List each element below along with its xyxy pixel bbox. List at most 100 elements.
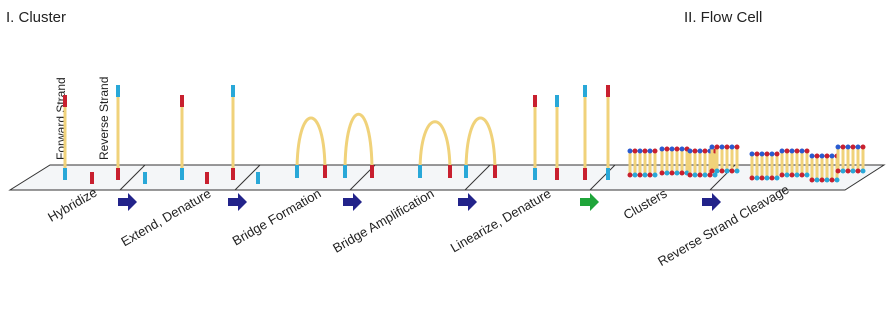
cluster-base [675, 171, 680, 176]
cluster-base [846, 169, 851, 174]
cluster-base [841, 169, 846, 174]
cluster-tip [735, 145, 740, 150]
cluster-tip [810, 154, 815, 159]
cluster-tip [628, 149, 633, 154]
cluster-base [830, 178, 835, 183]
cluster-base [680, 171, 685, 176]
cluster-tip [861, 145, 866, 150]
cluster-tip [730, 145, 735, 150]
cluster-base [800, 173, 805, 178]
diagram: I. Cluster II. Flow Cell Forward Strand … [0, 0, 886, 322]
step-label: Reverse Strand Cleavage [655, 182, 791, 269]
cluster-base [836, 169, 841, 174]
step-label: Clusters [621, 185, 670, 222]
cluster-tip [720, 145, 725, 150]
cluster-tip [710, 145, 715, 150]
step-arrow [580, 193, 599, 211]
cluster-tip [653, 149, 658, 154]
cluster-base [795, 173, 800, 178]
cluster-base [638, 173, 643, 178]
cluster-base [710, 169, 715, 174]
cluster-base [698, 173, 703, 178]
cluster-tip [648, 149, 653, 154]
cluster-base [775, 176, 780, 181]
cluster-tip [750, 152, 755, 157]
cluster-base [665, 171, 670, 176]
cluster-tip [800, 149, 805, 154]
cluster-base [715, 169, 720, 174]
cluster-tip [675, 147, 680, 152]
cluster-tip [790, 149, 795, 154]
step-labels: Hybridize Extend, Denature Bridge Formatio… [45, 182, 791, 269]
cluster-base [703, 173, 708, 178]
cluster-base [760, 176, 765, 181]
cluster-base [670, 171, 675, 176]
cluster-base [693, 173, 698, 178]
cluster-tip [680, 147, 685, 152]
cluster-tip [665, 147, 670, 152]
cluster-base [730, 169, 735, 174]
cluster-base [810, 178, 815, 183]
cluster-base [856, 169, 861, 174]
step-label: Linearize, Denature [448, 186, 554, 256]
cluster-tip [660, 147, 665, 152]
reverse-strand-label: Reverse Strand [97, 77, 111, 160]
cluster-base [633, 173, 638, 178]
cluster-tip [780, 149, 785, 154]
step-label: Bridge Formation [230, 186, 324, 249]
step-arrow [458, 193, 477, 211]
cluster-base [653, 173, 658, 178]
bridge [466, 118, 495, 172]
left-title: I. Cluster [6, 9, 66, 26]
cluster-tip [841, 145, 846, 150]
cluster-base [765, 176, 770, 181]
cluster-base [648, 173, 653, 178]
cluster-tip [715, 145, 720, 150]
cluster-tip [856, 145, 861, 150]
cluster-tip [755, 152, 760, 157]
cluster-base [820, 178, 825, 183]
cluster-base [825, 178, 830, 183]
cluster-base [861, 169, 866, 174]
cluster-tip [725, 145, 730, 150]
cluster-tip [770, 152, 775, 157]
cluster-tip [670, 147, 675, 152]
cluster-tip [825, 154, 830, 159]
cluster-base [835, 178, 840, 183]
cluster-base [790, 173, 795, 178]
cluster-base [805, 173, 810, 178]
cluster-tip [785, 149, 790, 154]
cluster-base [755, 176, 760, 181]
cluster-base [780, 173, 785, 178]
cluster-tip [688, 149, 693, 154]
step-arrow [343, 193, 362, 211]
cluster-base [688, 173, 693, 178]
cluster-tip [765, 152, 770, 157]
cluster-tip [633, 149, 638, 154]
cluster-tip [703, 149, 708, 154]
cluster-tip [693, 149, 698, 154]
step-label: Hybridize [45, 185, 99, 225]
step-label: Bridge Amplification [330, 186, 436, 256]
cluster-tip [820, 154, 825, 159]
step-label: Extend, Denature [118, 186, 213, 250]
cluster-tip [846, 145, 851, 150]
cluster-base [851, 169, 856, 174]
cluster-tip [698, 149, 703, 154]
step-arrow [118, 193, 137, 211]
step-arrow [702, 193, 721, 211]
cluster-tip [643, 149, 648, 154]
cluster-base [660, 171, 665, 176]
cluster-base [628, 173, 633, 178]
cluster-base [725, 169, 730, 174]
cluster-tip [815, 154, 820, 159]
cluster-base [750, 176, 755, 181]
cluster-tip [760, 152, 765, 157]
cluster-tip [795, 149, 800, 154]
cluster-tip [775, 152, 780, 157]
cluster-base [643, 173, 648, 178]
bridge [297, 118, 325, 172]
cluster-tip [805, 149, 810, 154]
cluster-tip [638, 149, 643, 154]
bridge [420, 122, 450, 172]
